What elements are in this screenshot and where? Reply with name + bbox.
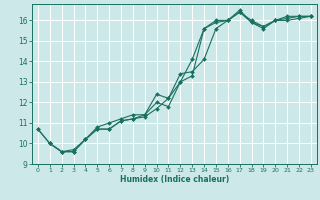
- X-axis label: Humidex (Indice chaleur): Humidex (Indice chaleur): [120, 175, 229, 184]
